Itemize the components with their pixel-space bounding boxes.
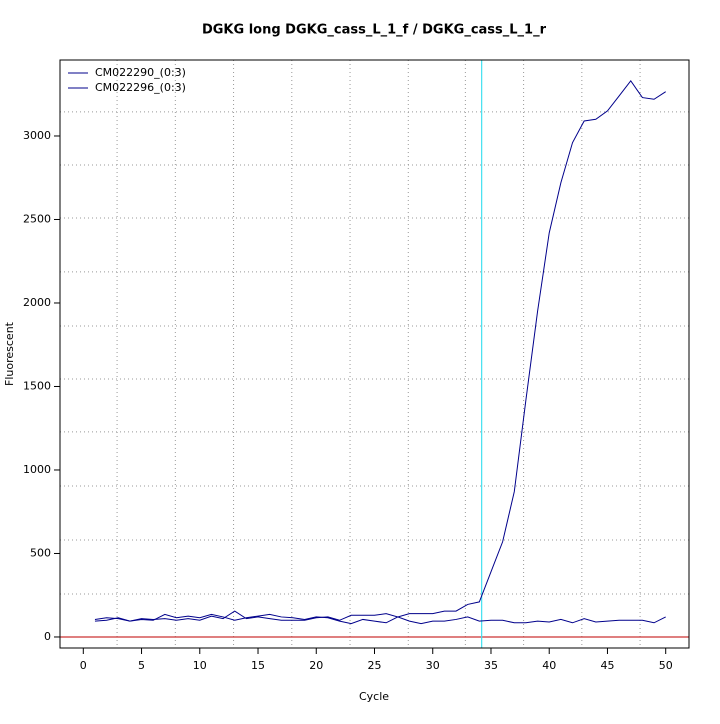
x-tick-label: 25 bbox=[368, 659, 382, 672]
x-tick-label: 45 bbox=[600, 659, 614, 672]
y-tick-label: 2500 bbox=[23, 212, 51, 225]
y-tick-label: 500 bbox=[30, 546, 51, 559]
series-line bbox=[94, 80, 666, 622]
x-tick-label: 50 bbox=[659, 659, 673, 672]
series-line bbox=[94, 613, 666, 625]
x-axis-label: Cycle bbox=[359, 690, 389, 703]
x-tick-label: 20 bbox=[309, 659, 323, 672]
y-tick-label: 3000 bbox=[23, 129, 51, 142]
x-tick-label: 0 bbox=[80, 659, 87, 672]
y-tick-label: 1500 bbox=[23, 379, 51, 392]
x-tick-label: 15 bbox=[251, 659, 265, 672]
x-tick-label: 30 bbox=[426, 659, 440, 672]
x-tick-label: 5 bbox=[138, 659, 145, 672]
x-tick-label: 35 bbox=[484, 659, 498, 672]
chart-title: DGKG long DGKG_cass_L_1_f / DGKG_cass_L_… bbox=[202, 23, 547, 38]
y-tick-label: 2000 bbox=[23, 296, 51, 309]
plot-frame bbox=[59, 59, 690, 649]
x-tick-label: 40 bbox=[542, 659, 556, 672]
legend-label: CM022290_(0:3) bbox=[95, 66, 186, 79]
y-tick-label: 0 bbox=[44, 630, 51, 643]
y-tick-label: 1000 bbox=[23, 463, 51, 476]
x-tick-label: 10 bbox=[193, 659, 207, 672]
y-axis-label: Fluorescent bbox=[3, 321, 16, 386]
legend-label: CM022296_(0:3) bbox=[95, 81, 186, 94]
